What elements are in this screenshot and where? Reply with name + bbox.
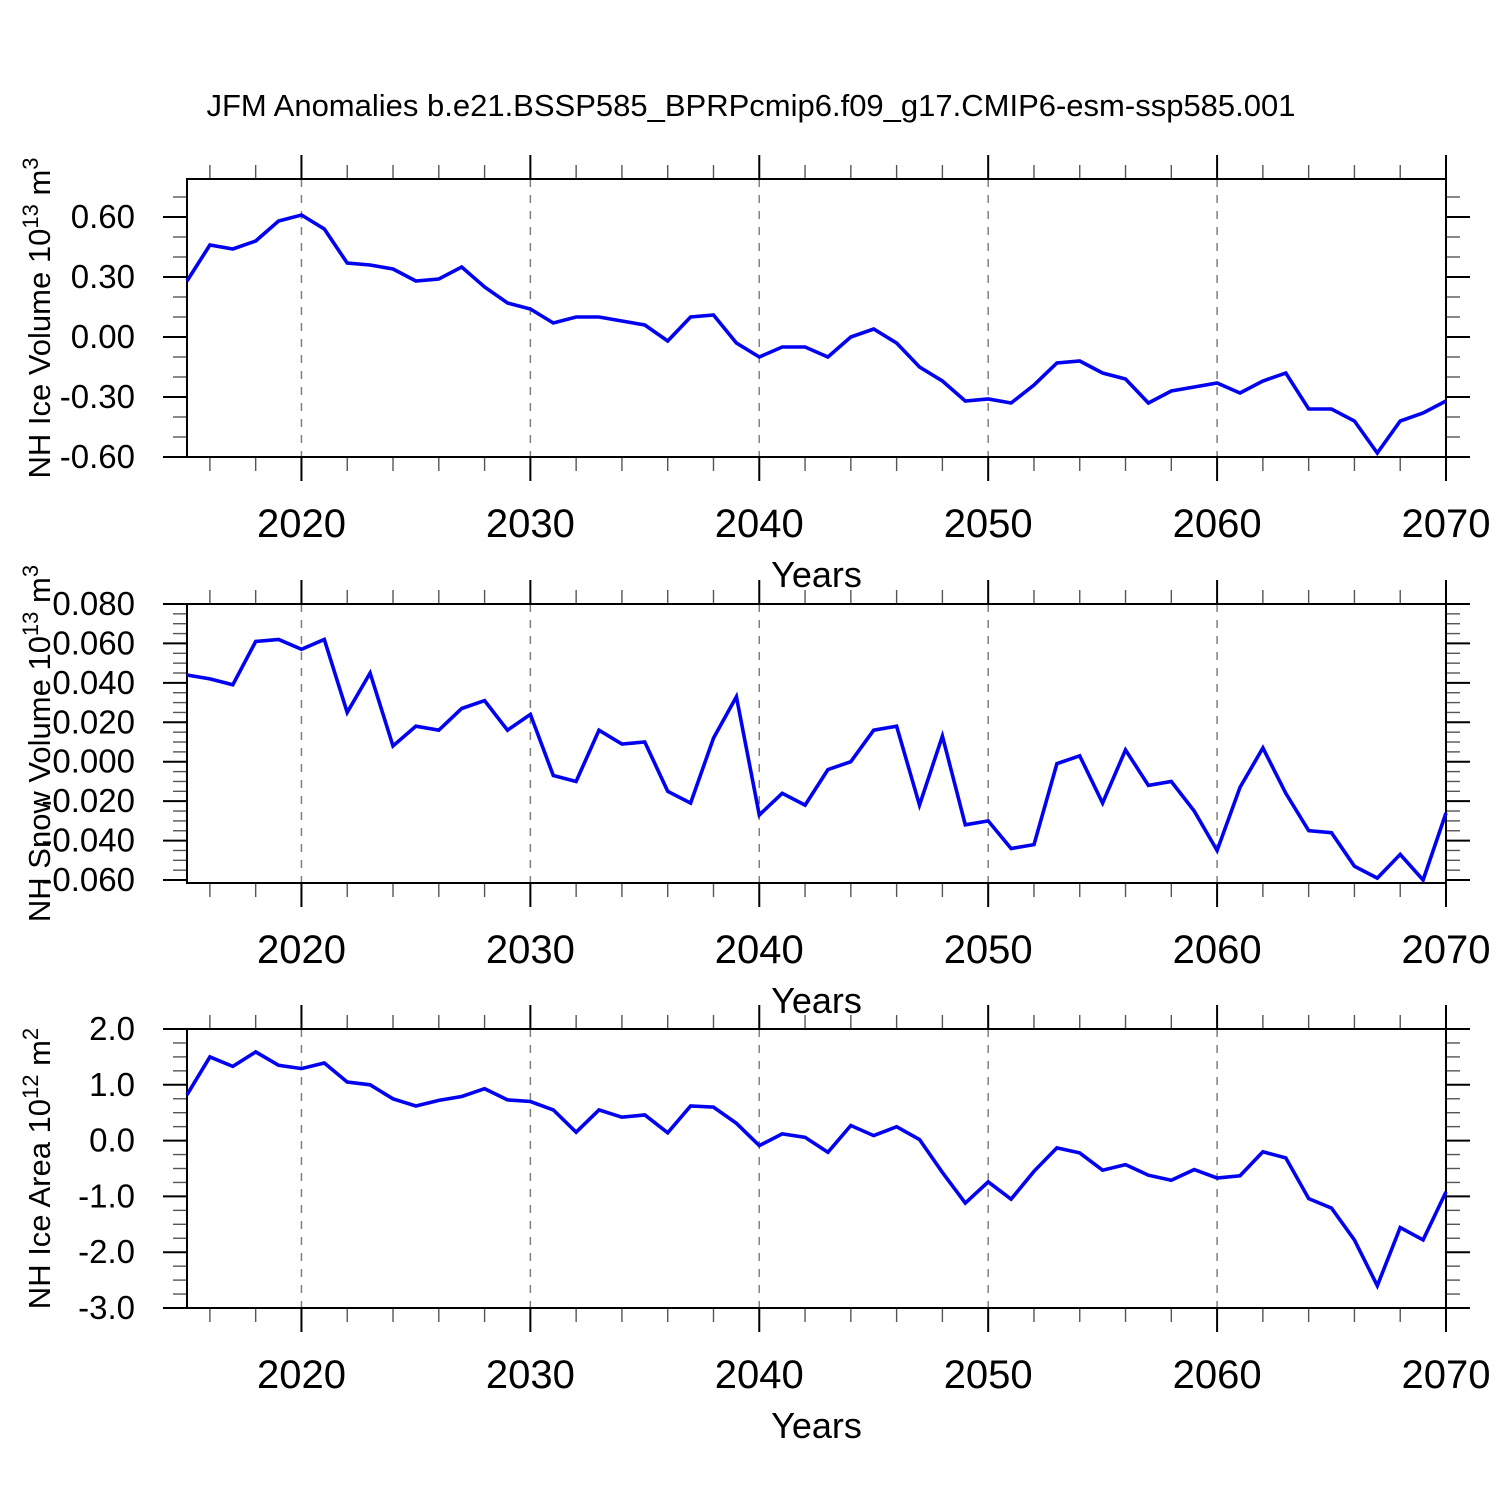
- series-line-ice-volume: [185, 213, 1447, 457]
- y-tick-label: 0.60: [71, 198, 135, 235]
- x-tick-label: 2040: [715, 1353, 804, 1397]
- y-tick-label: -3.0: [78, 1289, 135, 1326]
- series-line-ice-area: [185, 1049, 1448, 1291]
- x-tick-label: 2020: [257, 928, 346, 972]
- x-tick-label: 2060: [1173, 928, 1262, 972]
- y-tick-label: 0.000: [52, 743, 135, 780]
- y-tick-label: -0.020: [41, 782, 135, 819]
- x-tick-label: 2040: [715, 928, 804, 972]
- y-tick-label: 0.080: [52, 585, 135, 622]
- y-axis-title: NH Ice Volume 1013 m3: [18, 157, 57, 478]
- x-tick-label: 2020: [257, 1353, 346, 1397]
- y-tick-label: -0.30: [60, 378, 135, 415]
- figure-title: JFM Anomalies b.e21.BSSP585_BPRPcmip6.f0…: [206, 88, 1295, 123]
- y-tick-label: 1.0: [89, 1066, 135, 1103]
- chart-ice-area: 2.0 1.0 0.0 -1.0 -2.0 -3.0 2020 2030 2040 2050 206…: [18, 1005, 1490, 1446]
- x-tick-label: 2060: [1173, 502, 1262, 546]
- x-tick-label: 2060: [1173, 1353, 1262, 1397]
- y-axis-title: NH Ice Area 1012 m2: [18, 1028, 57, 1309]
- y-tick-label: -0.60: [60, 438, 135, 475]
- y-tick-label: 0.30: [71, 258, 135, 295]
- y-tick-label: 0.020: [52, 703, 135, 740]
- y-tick-label: 0.00: [71, 318, 135, 355]
- y-tick-label: -0.060: [41, 861, 135, 898]
- x-tick-label: 2050: [944, 928, 1033, 972]
- x-tick-label: 2070: [1402, 928, 1491, 972]
- y-tick-label: -2.0: [78, 1233, 135, 1270]
- x-tick-label: 2050: [944, 1353, 1033, 1397]
- y-tick-label: -1.0: [78, 1177, 135, 1214]
- x-axis-title: Years: [771, 554, 862, 595]
- x-tick-label: 2030: [486, 1353, 575, 1397]
- y-tick-label: 0.040: [52, 664, 135, 701]
- x-tick-label: 2070: [1402, 502, 1491, 546]
- plot-box: [186, 178, 1447, 458]
- plot-box: [186, 603, 1447, 884]
- x-tick-label: 2070: [1402, 1353, 1491, 1397]
- x-tick-label: 2040: [715, 502, 804, 546]
- x-tick-label: 2020: [257, 502, 346, 546]
- x-tick-label: 2030: [486, 502, 575, 546]
- y-tick-label: 0.060: [52, 624, 135, 661]
- series-line-snow-volume: [186, 637, 1448, 884]
- plot-box: [186, 1028, 1447, 1309]
- x-tick-label: 2030: [486, 928, 575, 972]
- y-tick-label: 0.0: [89, 1122, 135, 1159]
- x-axis-title: Years: [771, 1405, 862, 1446]
- chart-ice-volume: 0.60 0.30 0.00 -0.30 -0.60 2020 2030 2040 2050 20…: [18, 155, 1490, 595]
- chart-snow-volume: 0.0800.0600.0400.0200.000-0.020-0.040-0.…: [18, 565, 1490, 1021]
- x-axis-title: Years: [771, 980, 862, 1021]
- x-tick-label: 2050: [944, 502, 1033, 546]
- y-tick-label: -0.040: [41, 822, 135, 859]
- y-axis-title: NH Snow Volume 1013 m3: [18, 565, 57, 922]
- charts-root: 0.60 0.30 0.00 -0.30 -0.60 2020 2030 2040 2050 20…: [18, 155, 1490, 1446]
- y-tick-label: 2.0: [89, 1010, 135, 1047]
